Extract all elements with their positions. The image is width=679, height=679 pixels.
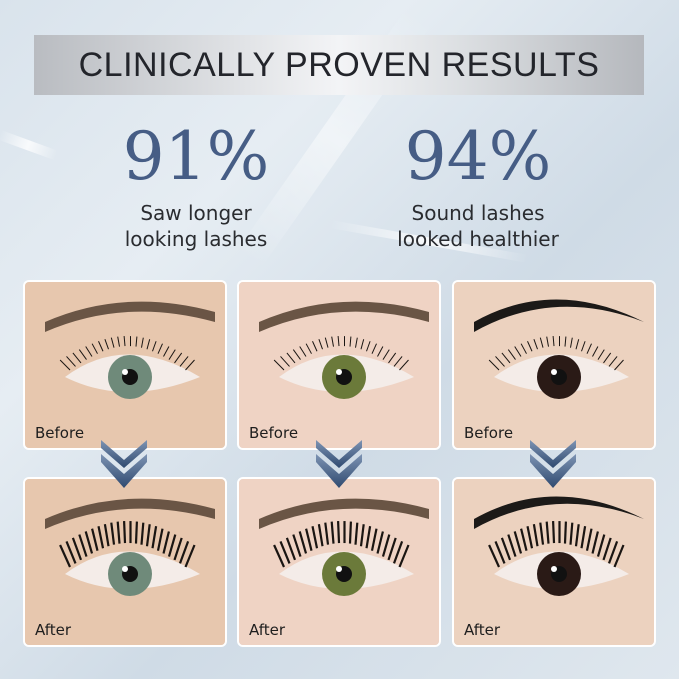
- after-label: After: [35, 621, 72, 639]
- stat-longer-lashes: 91% Saw longer looking lashes: [66, 118, 326, 252]
- eye-image: [454, 479, 654, 645]
- stat-healthier-lashes: 94% Sound lashes looked healthier: [348, 118, 608, 252]
- eye-image: [454, 282, 654, 448]
- stat-percent: 91%: [122, 118, 270, 195]
- down-chevron-arrow-icon: [316, 440, 362, 488]
- eye-image: [25, 282, 225, 448]
- before-label: Before: [35, 424, 85, 442]
- before-photo: Before: [237, 280, 441, 450]
- after-photo: After: [452, 477, 656, 647]
- before-label: Before: [464, 424, 514, 442]
- light-streak: [0, 130, 59, 161]
- after-label: After: [249, 621, 286, 639]
- down-chevron-arrow-icon: [530, 440, 576, 488]
- eye-image: [239, 479, 439, 645]
- headline: CLINICALLY PROVEN RESULTS: [78, 45, 600, 84]
- eye-image: [25, 479, 225, 645]
- stat-percent: 94%: [404, 118, 552, 195]
- eye-image: [239, 282, 439, 448]
- before-photo: Before: [23, 280, 227, 450]
- headline-banner: CLINICALLY PROVEN RESULTS: [34, 35, 644, 95]
- after-label: After: [464, 621, 501, 639]
- down-chevron-arrow-icon: [101, 440, 147, 488]
- stat-description: Sound lashes looked healthier: [397, 201, 559, 251]
- before-photo: Before: [452, 280, 656, 450]
- after-photo: After: [237, 477, 441, 647]
- stat-description: Saw longer looking lashes: [124, 201, 268, 251]
- after-photo: After: [23, 477, 227, 647]
- before-label: Before: [249, 424, 299, 442]
